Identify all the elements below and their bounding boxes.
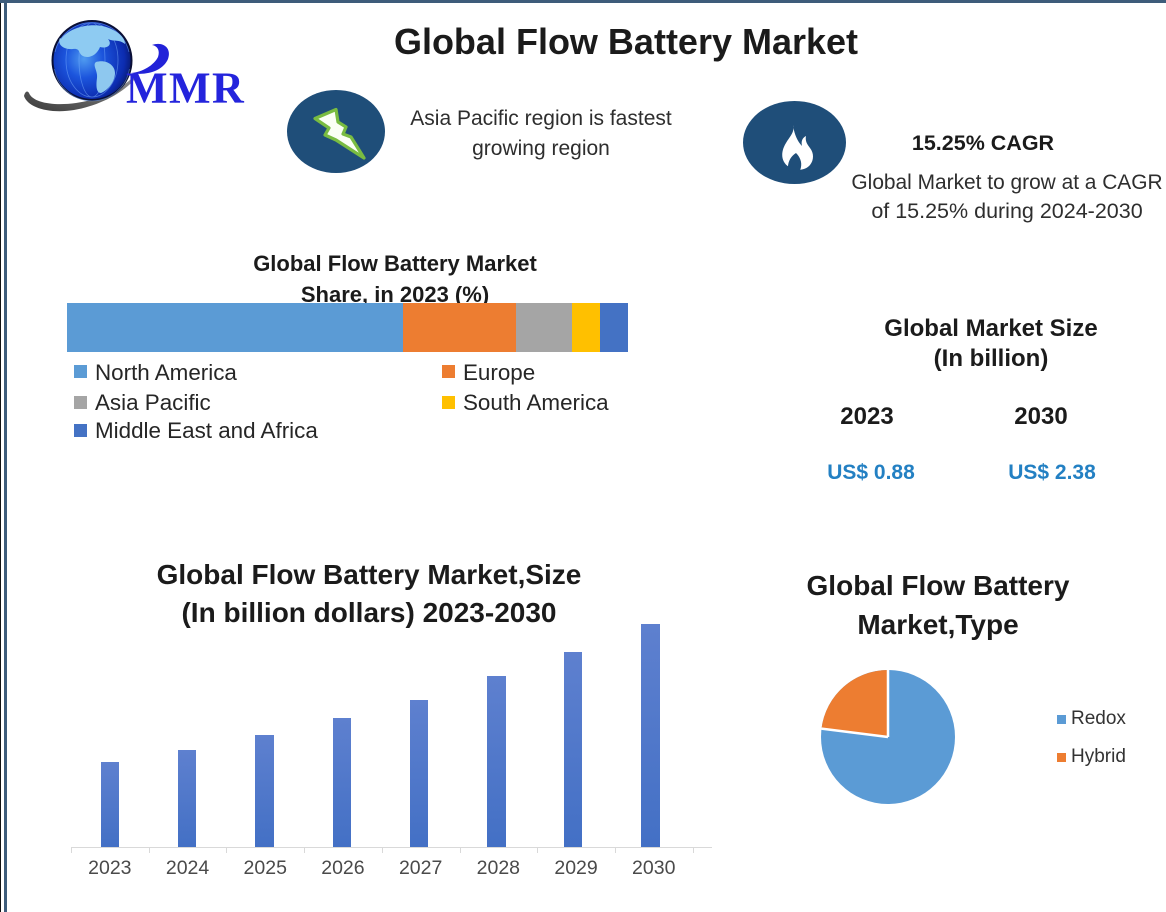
svg-text:MMR: MMR	[126, 64, 245, 113]
